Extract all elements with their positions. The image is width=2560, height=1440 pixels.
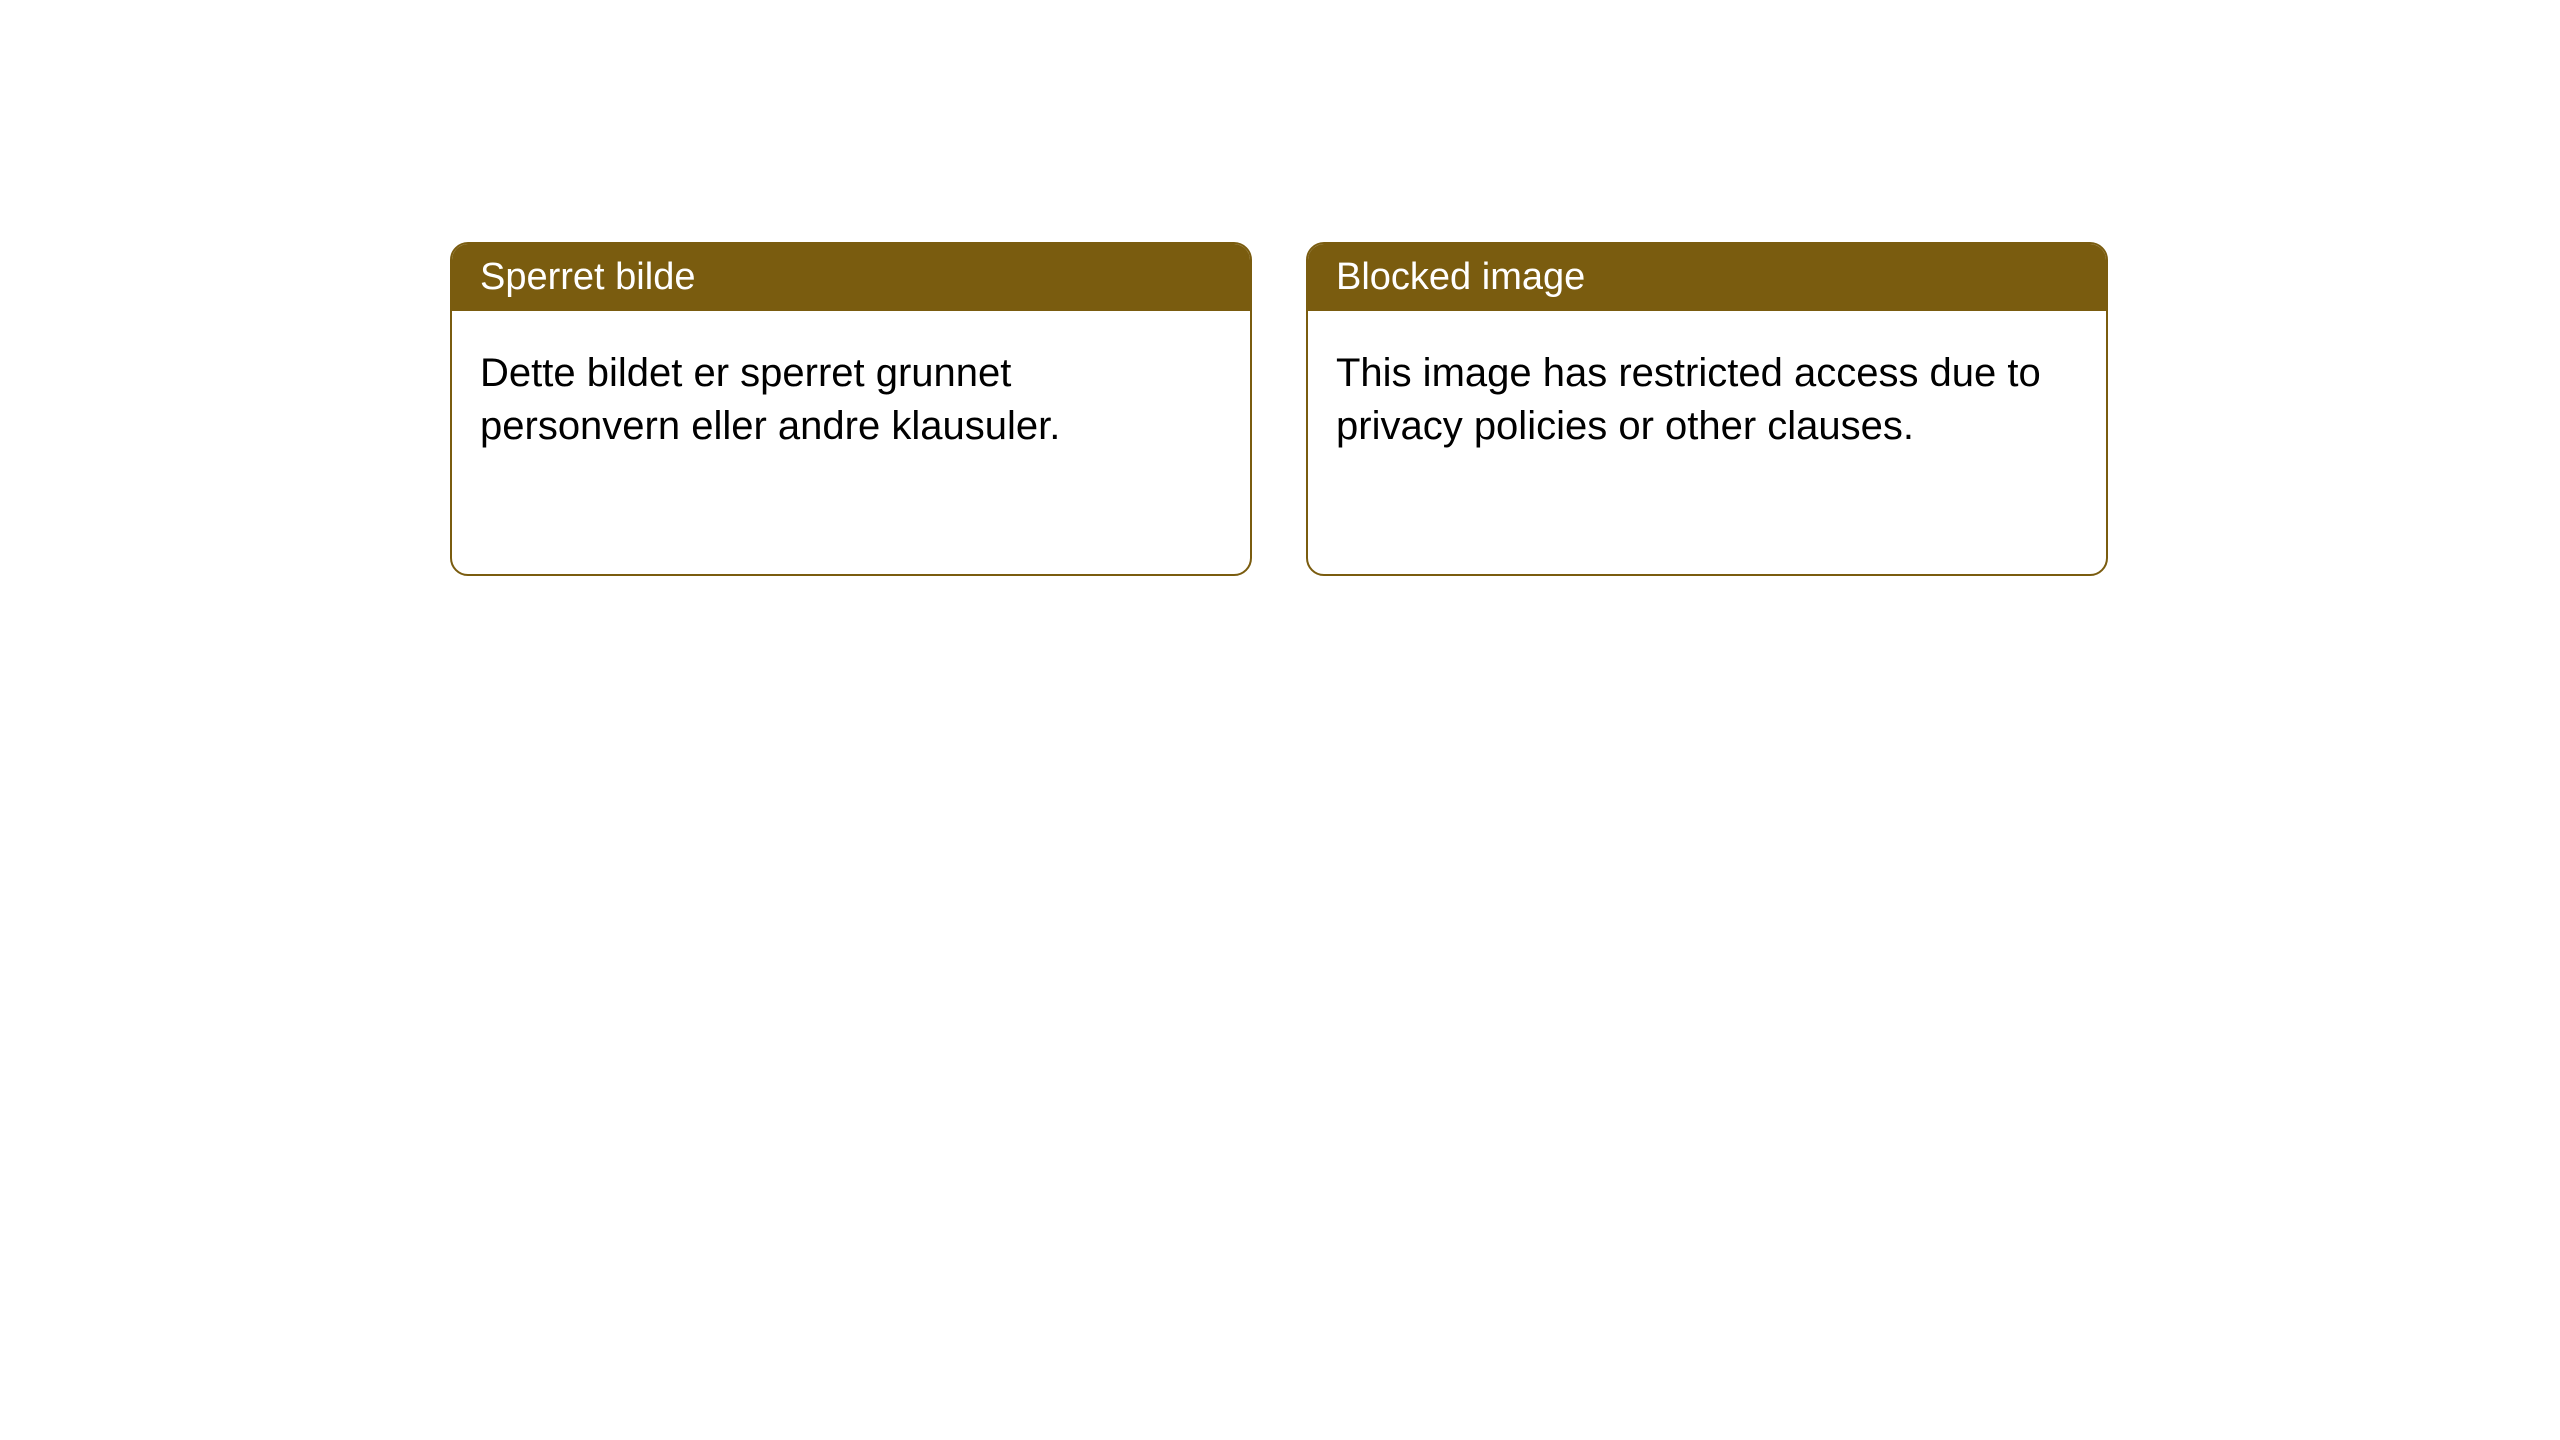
- notice-header-en: Blocked image: [1308, 244, 2106, 311]
- notice-container: Sperret bilde Dette bildet er sperret gr…: [0, 0, 2560, 576]
- notice-header-no: Sperret bilde: [452, 244, 1250, 311]
- notice-body-en: This image has restricted access due to …: [1308, 311, 2106, 489]
- blocked-image-notice-en: Blocked image This image has restricted …: [1306, 242, 2108, 576]
- notice-body-no: Dette bildet er sperret grunnet personve…: [452, 311, 1250, 489]
- blocked-image-notice-no: Sperret bilde Dette bildet er sperret gr…: [450, 242, 1252, 576]
